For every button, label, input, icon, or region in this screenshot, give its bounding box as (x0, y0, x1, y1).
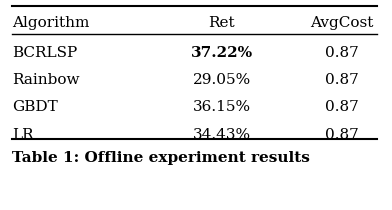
Text: Rainbow: Rainbow (12, 73, 79, 87)
Text: 37.22%: 37.22% (191, 46, 253, 60)
Text: 36.15%: 36.15% (192, 100, 251, 114)
Text: 0.87: 0.87 (325, 46, 359, 60)
Text: 0.87: 0.87 (325, 73, 359, 87)
Text: 34.43%: 34.43% (192, 128, 251, 142)
Text: BCRLSP: BCRLSP (12, 46, 77, 60)
Text: 29.05%: 29.05% (192, 73, 251, 87)
Text: GBDT: GBDT (12, 100, 57, 114)
Text: 0.87: 0.87 (325, 128, 359, 142)
Text: Ret: Ret (208, 16, 235, 30)
Text: AvgCost: AvgCost (310, 16, 374, 30)
Text: 0.87: 0.87 (325, 100, 359, 114)
Text: LR: LR (12, 128, 33, 142)
Text: Algorithm: Algorithm (12, 16, 89, 30)
Text: Table 1: Offline experiment results: Table 1: Offline experiment results (12, 151, 310, 165)
